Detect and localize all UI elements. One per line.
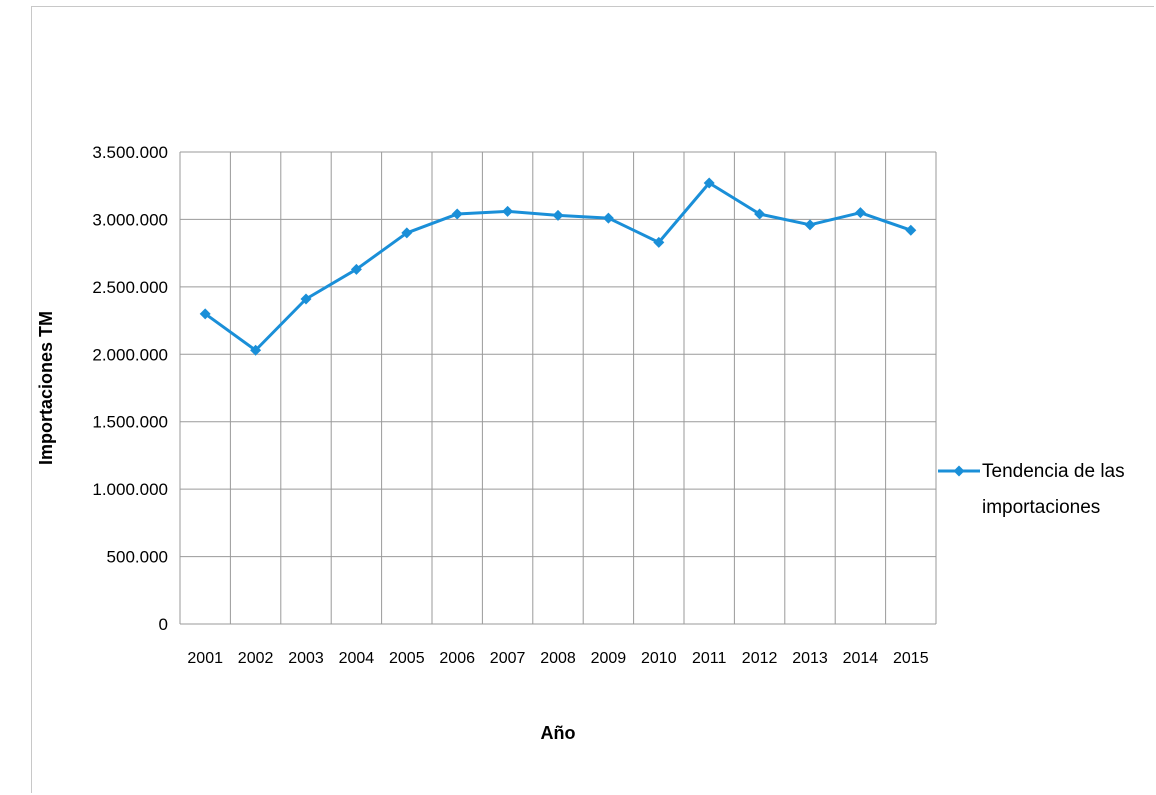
x-tick-label: 2013 [792, 650, 828, 667]
data-point [905, 224, 917, 236]
x-tick-label: 2002 [238, 650, 274, 667]
y-tick-label: 0 [159, 615, 168, 634]
legend-diamond-marker [953, 465, 965, 477]
x-tick-label: 2008 [540, 650, 576, 667]
x-axis-title: Año [541, 723, 576, 743]
chart-frame [31, 6, 1154, 793]
x-tick-label: 2007 [490, 650, 526, 667]
x-tick-label: 2015 [893, 650, 929, 667]
x-tick-label: 2010 [641, 650, 677, 667]
legend-label-line-2: importaciones [982, 497, 1100, 518]
x-tick-label: 2001 [187, 650, 223, 667]
data-point [502, 205, 514, 217]
data-point [804, 219, 816, 231]
x-axis-ticks: 2001 2002 2003 2004 2005 2006 2007 2008 2009 2010… [187, 650, 928, 667]
data-point [401, 227, 413, 239]
data-point [854, 207, 866, 219]
data-point [451, 208, 463, 220]
y-tick-label: 2.500.000 [92, 278, 168, 297]
legend-label-line-1: Tendencia de las [982, 461, 1125, 482]
y-axis-title: Importaciones TM [36, 311, 56, 465]
x-tick-label: 2011 [692, 650, 727, 667]
y-tick-label: 3.500.000 [92, 143, 168, 162]
data-point [703, 177, 715, 189]
data-point [250, 344, 262, 356]
grid-lines [179, 151, 937, 625]
x-tick-label: 2014 [843, 650, 879, 667]
y-tick-label: 3.000.000 [92, 210, 168, 229]
y-tick-label: 2.000.000 [92, 345, 168, 364]
legend: Tendencia de las importaciones [938, 461, 1125, 518]
y-tick-label: 500.000 [107, 548, 168, 567]
x-tick-label: 2009 [591, 650, 627, 667]
series-group [199, 177, 917, 356]
x-tick-label: 2012 [742, 650, 778, 667]
series-line [204, 181, 912, 352]
x-tick-label: 2005 [389, 650, 425, 667]
x-tick-label: 2004 [339, 650, 375, 667]
y-tick-label: 1.000.000 [92, 480, 168, 499]
data-point [300, 293, 312, 305]
y-tick-label: 1.500.000 [92, 413, 168, 432]
data-point [653, 236, 665, 248]
x-tick-label: 2006 [439, 650, 475, 667]
x-tick-label: 2003 [288, 650, 324, 667]
data-point [350, 263, 362, 275]
y-axis-ticks: 0 500.000 1.000.000 1.500.000 2.000.000 2.500… [92, 143, 168, 634]
data-point [552, 209, 564, 221]
data-point [754, 208, 766, 220]
data-point [602, 212, 614, 224]
data-point [199, 308, 211, 320]
